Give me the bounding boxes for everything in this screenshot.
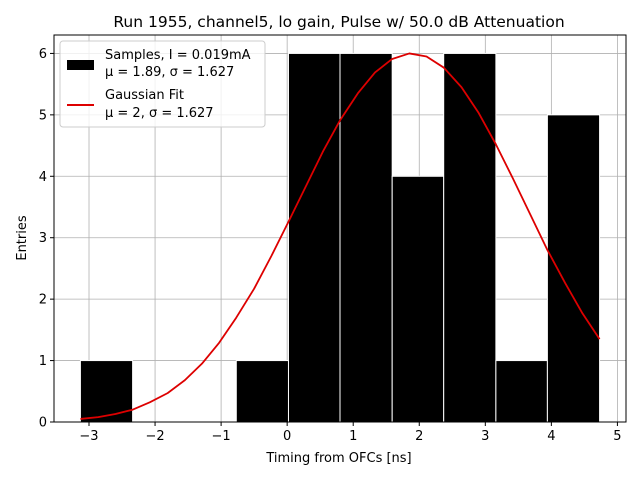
histogram-bars: [79, 52, 601, 423]
histogram-bar: [391, 175, 445, 423]
x-tick-label: 2: [415, 429, 423, 444]
legend-box: [59, 40, 266, 128]
histogram-bar: [443, 52, 497, 423]
y-tick-label: 3: [39, 231, 47, 246]
histogram-bar: [79, 360, 134, 423]
y-tick-label: 0: [39, 416, 47, 431]
x-tick-label: 4: [547, 429, 555, 444]
y-axis-label: Entries: [15, 215, 30, 261]
plot-frame: [53, 34, 627, 423]
gaussian-fit-series: [80, 52, 601, 420]
x-tick-label: −2: [145, 429, 164, 444]
x-tick-label: 3: [481, 429, 489, 444]
x-tick-label: 0: [283, 429, 291, 444]
histogram-bar: [235, 360, 289, 423]
x-tick-label: 1: [349, 429, 357, 444]
legend-stats-fit: μ = 2, σ = 1.627: [105, 106, 214, 121]
y-axis-ticks: 0 1 2 3 4 5 6: [39, 47, 54, 431]
gaussian-fit-line: [80, 52, 601, 420]
x-tick-label: −3: [79, 429, 98, 444]
legend-label-samples: Samples, I = 0.019mA: [105, 48, 251, 63]
y-tick-label: 2: [39, 293, 47, 308]
y-tick-label: 4: [39, 170, 47, 185]
x-tick-label: 5: [613, 429, 621, 444]
histogram-bar: [546, 114, 601, 423]
y-tick-label: 6: [39, 47, 47, 62]
legend-label-fit: Gaussian Fit: [105, 88, 184, 103]
legend-stats-samples: μ = 1.89, σ = 1.627: [105, 65, 234, 80]
histogram-bar: [339, 52, 393, 423]
x-axis-ticks: −3 −2 −1 0 1 2 3 4 5: [79, 422, 622, 444]
y-tick-label: 1: [39, 354, 47, 369]
x-tick-label: −1: [212, 429, 231, 444]
y-tick-label: 5: [39, 108, 47, 123]
legend-swatch-samples: [67, 60, 94, 70]
x-axis-label: Timing from OFCs [ns]: [265, 451, 411, 466]
chart-title: Run 1955, channel5, lo gain, Pulse w/ 50…: [113, 13, 564, 31]
histogram-bar: [495, 360, 548, 423]
histogram-bar: [287, 52, 341, 423]
legend: Samples, I = 0.019mA μ = 1.89, σ = 1.627…: [59, 40, 266, 128]
